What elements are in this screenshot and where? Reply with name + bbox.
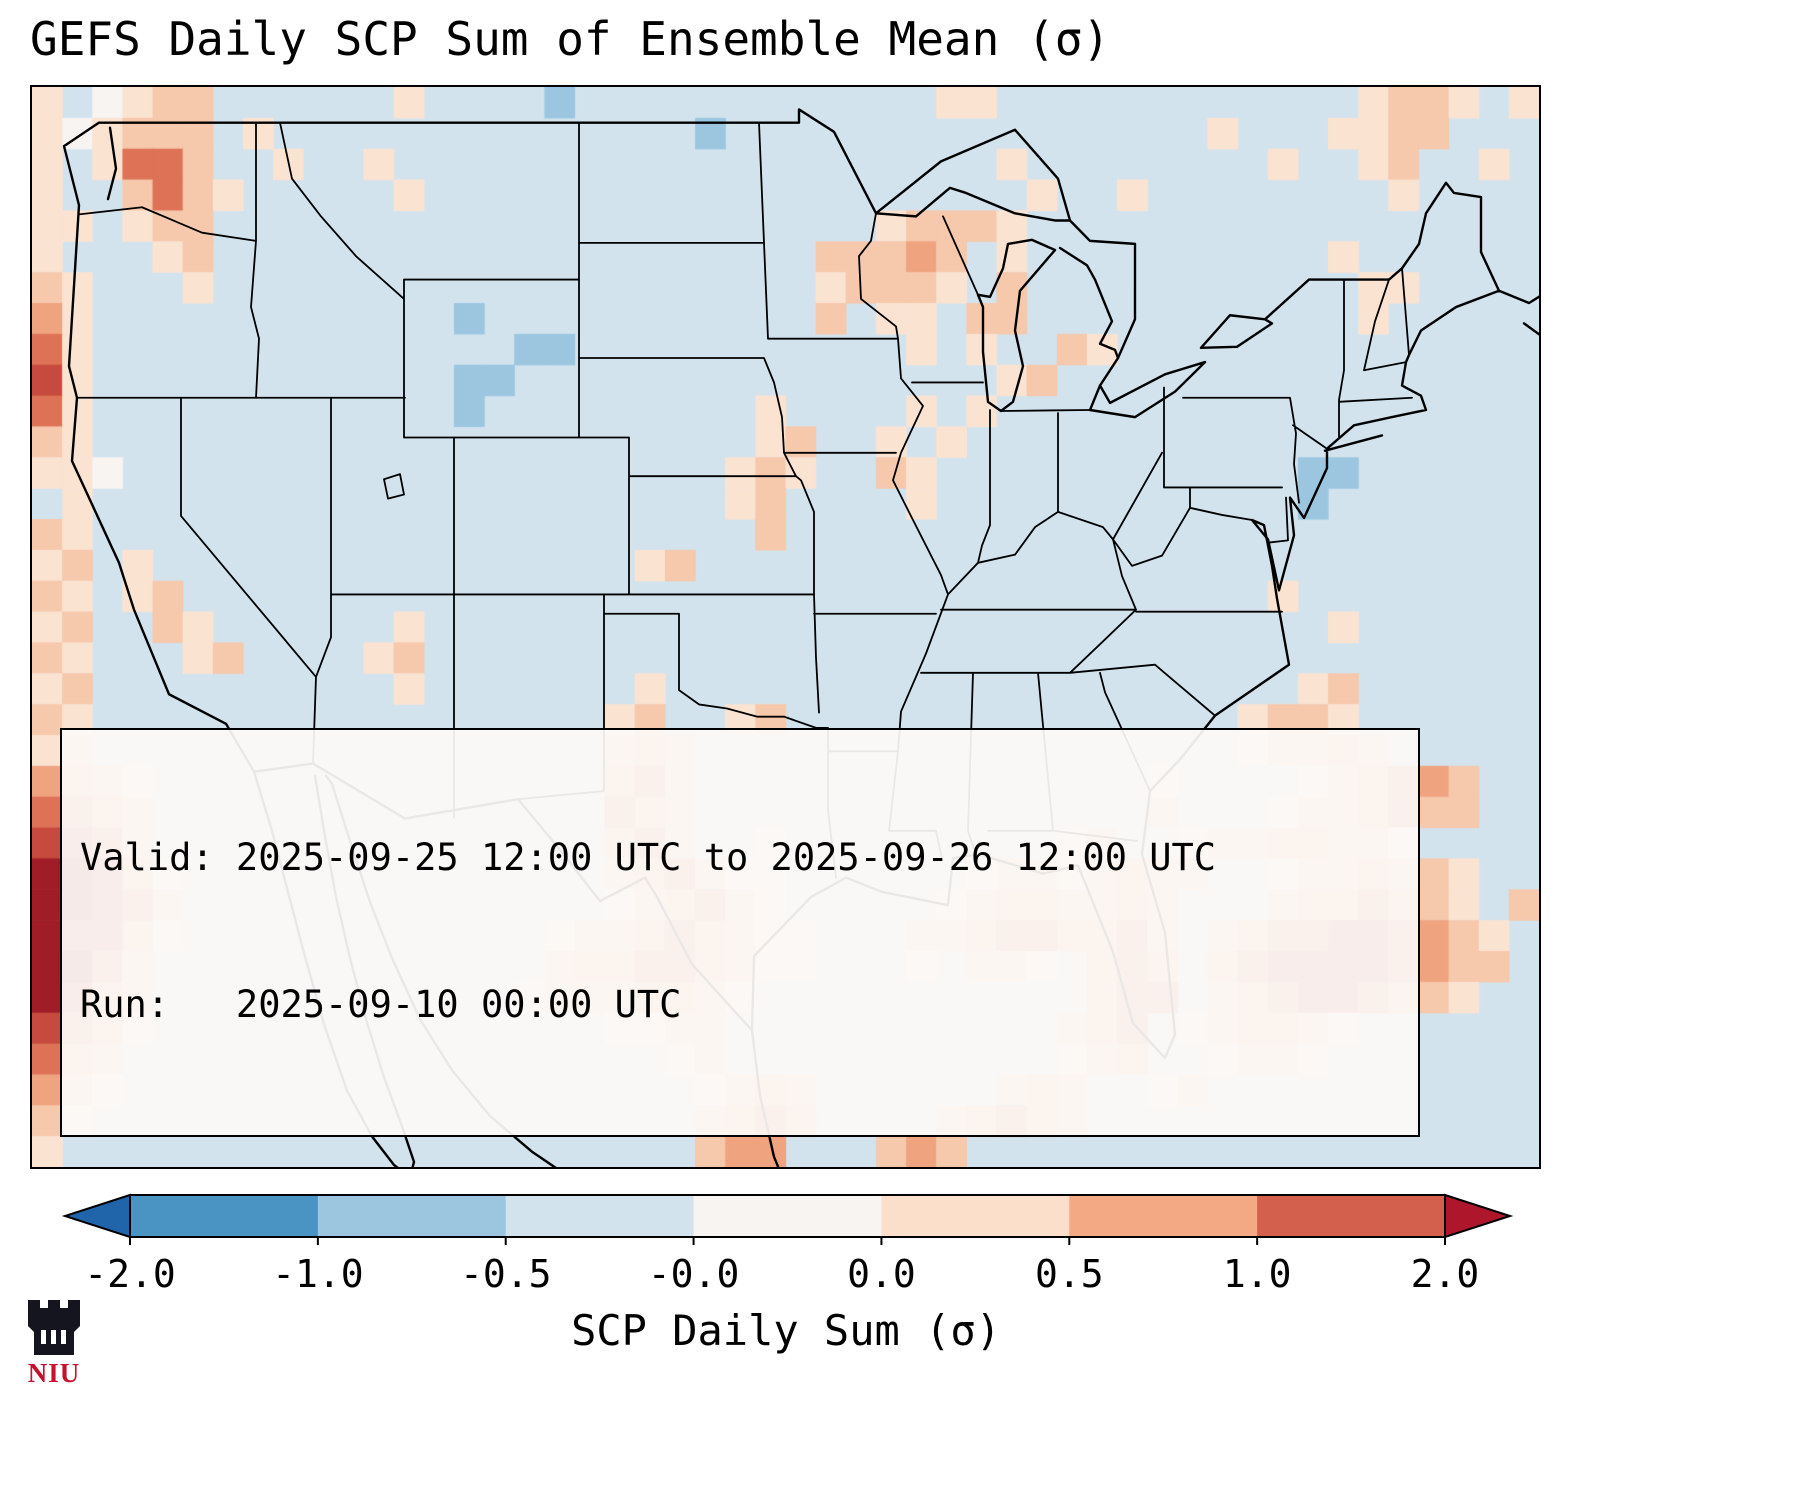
info-box: Valid: 2025-09-25 12:00 UTC to 2025-09-2… xyxy=(60,728,1420,1137)
colorbar-tick-label: -1.0 xyxy=(272,1252,364,1296)
colorbar-tick-label: 0.0 xyxy=(847,1252,916,1296)
niu-logo-text: NIU xyxy=(27,1358,81,1388)
valid-time-text: Valid: 2025-09-25 12:00 UTC to 2025-09-2… xyxy=(80,836,1217,880)
colorbar-tick-label: -0.5 xyxy=(459,1252,552,1296)
colorbar-label: SCP Daily Sum (σ) xyxy=(571,1306,1001,1355)
niu-castle-icon xyxy=(28,1300,80,1355)
colorbar-ticks: -2.0 -1.0 -0.5 -0.0 0.0 0.5 1.0 2.0 xyxy=(60,1252,1512,1298)
colorbar-tick-label: 2.0 xyxy=(1410,1252,1480,1296)
colorbar xyxy=(61,1193,1514,1245)
colorbar-tick-label: -2.0 xyxy=(84,1252,176,1296)
map-panel: Valid: 2025-09-25 12:00 UTC to 2025-09-2… xyxy=(30,85,1541,1169)
state-boundaries xyxy=(76,121,1413,879)
page-title: GEFS Daily SCP Sum of Ensemble Mean (σ) xyxy=(30,12,1111,66)
colorbar-tick-label: 1.0 xyxy=(1222,1252,1292,1296)
colorbar-tick-label: -0.0 xyxy=(647,1252,740,1296)
run-time-text: Run: 2025-09-10 00:00 UTC xyxy=(80,982,682,1026)
colorbar-tick-label: 0.5 xyxy=(1034,1252,1104,1296)
niu-logo: NIU xyxy=(16,1286,92,1389)
